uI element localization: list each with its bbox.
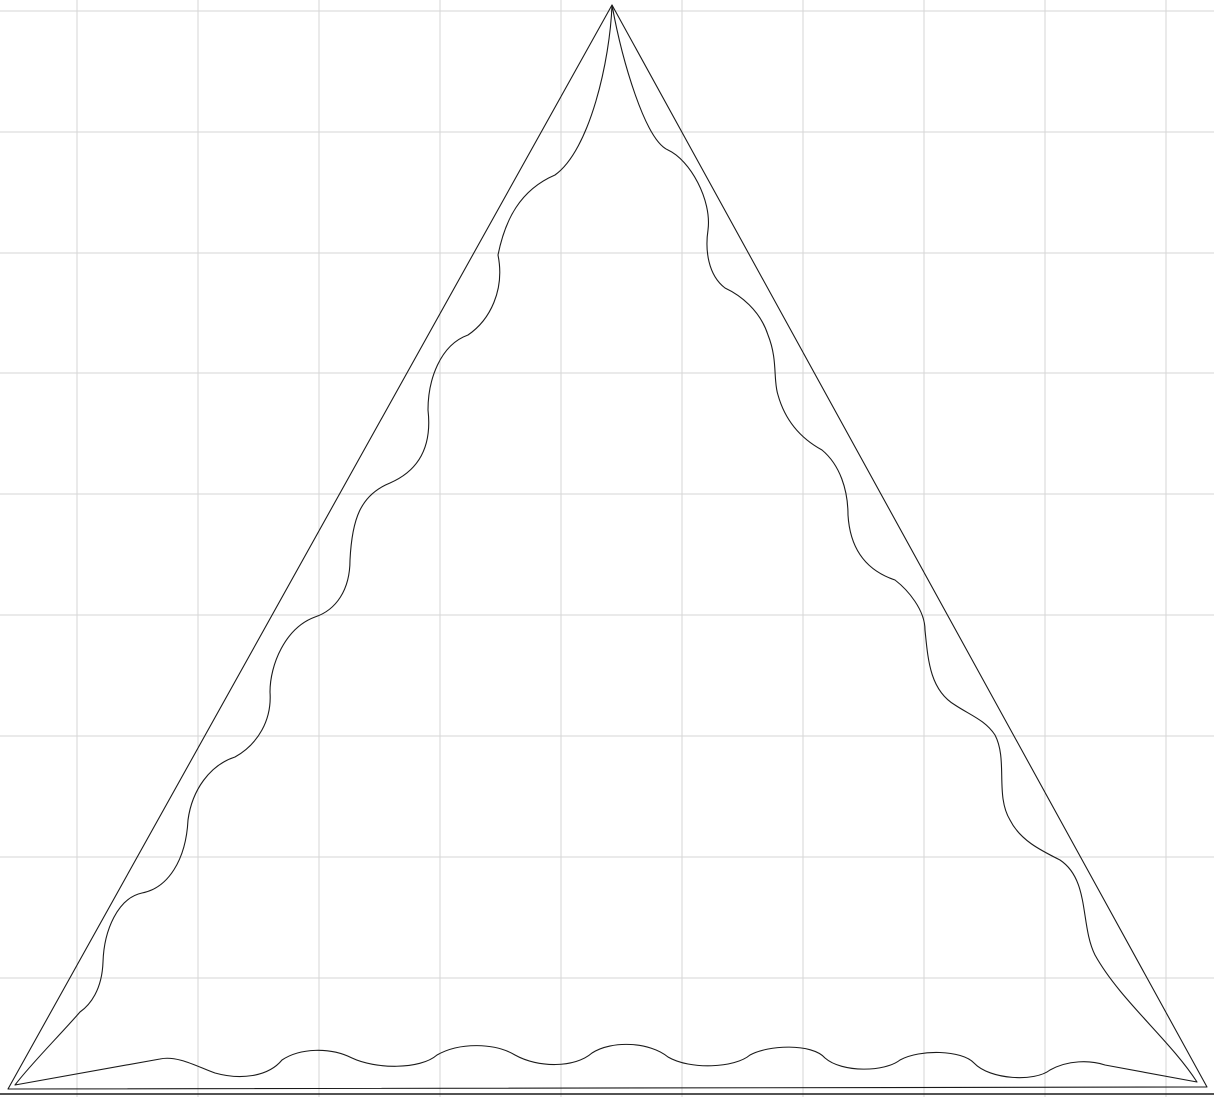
outer-triangle [7,4,1208,1090]
inner-wavy-triangle [14,4,1198,1086]
